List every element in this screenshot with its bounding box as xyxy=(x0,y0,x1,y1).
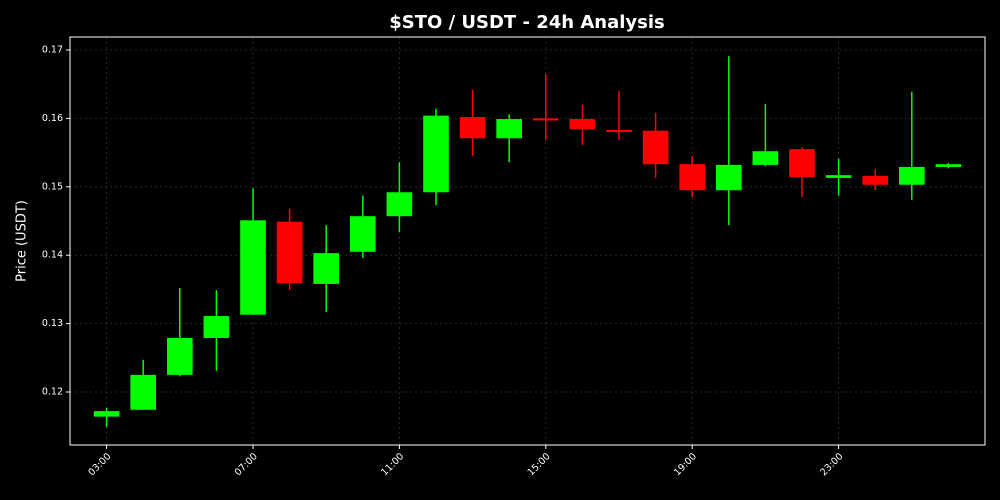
y-tick-label: 0.16 xyxy=(42,113,63,124)
candle-body xyxy=(642,130,669,165)
y-tick-label: 0.17 xyxy=(42,44,63,55)
candle-body xyxy=(679,164,706,191)
candle-body xyxy=(459,117,486,139)
candle-body xyxy=(752,151,779,165)
y-tick-label: 0.13 xyxy=(42,318,63,329)
candle-body xyxy=(825,175,852,178)
candle-body xyxy=(715,164,742,191)
candle-body xyxy=(240,220,266,315)
candle-body xyxy=(606,130,632,133)
y-tick-label: 0.15 xyxy=(42,181,63,192)
candle-body xyxy=(166,337,193,375)
candle-body xyxy=(276,221,303,284)
candle-body xyxy=(898,166,925,185)
candle-body xyxy=(496,119,523,139)
y-tick-label: 0.14 xyxy=(42,250,63,261)
plot-frame xyxy=(69,36,986,446)
candle-body xyxy=(569,119,596,130)
candle-body xyxy=(423,115,449,193)
candle-body xyxy=(203,316,230,338)
candle-body xyxy=(313,253,340,284)
candle-body xyxy=(93,411,120,417)
y-tick-label: 0.12 xyxy=(42,386,63,397)
candle-body xyxy=(532,118,559,121)
candle-body xyxy=(386,192,413,217)
candle-body xyxy=(935,164,962,167)
candle-body xyxy=(789,149,815,178)
chart-title: $STO / USDT - 24h Analysis xyxy=(389,12,665,33)
candle-body xyxy=(130,374,157,410)
candle-body xyxy=(349,216,376,252)
y-axis-label: Price (USDT) xyxy=(15,200,30,282)
candle-body xyxy=(862,175,889,185)
